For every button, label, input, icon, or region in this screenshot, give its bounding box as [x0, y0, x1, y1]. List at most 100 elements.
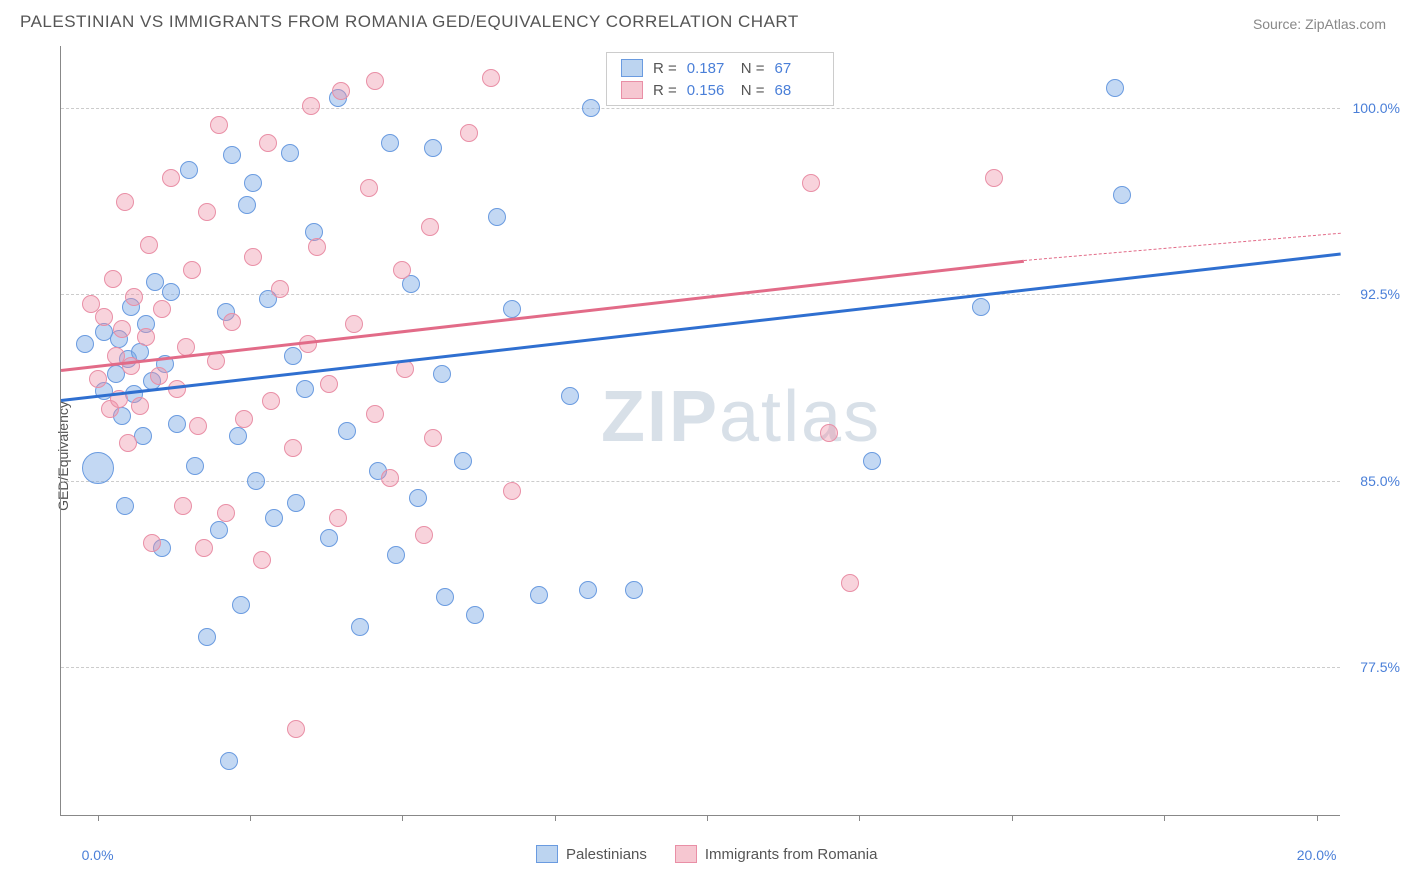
data-point-romania	[262, 392, 280, 410]
data-point-romania	[424, 429, 442, 447]
data-point-palestinians	[1113, 186, 1131, 204]
y-tick-label: 92.5%	[1345, 286, 1400, 302]
y-tick-label: 100.0%	[1345, 100, 1400, 116]
x-tick	[1164, 815, 1165, 821]
data-point-palestinians	[198, 628, 216, 646]
data-point-palestinians	[265, 509, 283, 527]
data-point-romania	[207, 352, 225, 370]
watermark: ZIPatlas	[601, 376, 881, 458]
data-point-romania	[153, 300, 171, 318]
data-point-romania	[150, 367, 168, 385]
data-point-romania	[223, 313, 241, 331]
data-point-palestinians	[625, 581, 643, 599]
legend-item-label: Immigrants from Romania	[705, 846, 878, 863]
data-point-romania	[244, 248, 262, 266]
data-point-palestinians	[296, 380, 314, 398]
data-point-romania	[482, 69, 500, 87]
trendline	[1024, 232, 1341, 260]
data-point-palestinians	[436, 588, 454, 606]
data-point-romania	[140, 236, 158, 254]
data-point-romania	[259, 134, 277, 152]
data-point-palestinians	[338, 422, 356, 440]
data-point-romania	[253, 551, 271, 569]
data-point-palestinians	[284, 347, 302, 365]
data-point-palestinians	[232, 596, 250, 614]
data-point-romania	[287, 720, 305, 738]
data-point-romania	[89, 370, 107, 388]
x-tick	[250, 815, 251, 821]
data-point-romania	[366, 405, 384, 423]
x-tick-label: 0.0%	[82, 847, 114, 863]
data-point-romania	[332, 82, 350, 100]
data-point-palestinians	[433, 365, 451, 383]
data-point-palestinians	[530, 586, 548, 604]
data-point-romania	[841, 574, 859, 592]
data-point-romania	[143, 534, 161, 552]
data-point-palestinians	[972, 298, 990, 316]
plot-area: 77.5%85.0%92.5%100.0%0.0%20.0%ZIPatlasR …	[60, 46, 1340, 816]
legend-swatch	[621, 81, 643, 99]
data-point-palestinians	[244, 174, 262, 192]
data-point-palestinians	[488, 208, 506, 226]
data-point-romania	[802, 174, 820, 192]
data-point-palestinians	[402, 275, 420, 293]
data-point-palestinians	[503, 300, 521, 318]
data-point-palestinians	[116, 497, 134, 515]
legend-r-value: 0.156	[687, 82, 731, 99]
data-point-palestinians	[223, 146, 241, 164]
data-point-romania	[393, 261, 411, 279]
x-tick	[1317, 815, 1318, 821]
data-point-palestinians	[466, 606, 484, 624]
legend-r-label: R =	[653, 60, 677, 77]
legend-r-label: R =	[653, 82, 677, 99]
data-point-romania	[366, 72, 384, 90]
chart-container: GED/Equivalency 77.5%85.0%92.5%100.0%0.0…	[20, 36, 1386, 876]
data-point-palestinians	[424, 139, 442, 157]
chart-title: PALESTINIAN VS IMMIGRANTS FROM ROMANIA G…	[20, 12, 799, 32]
x-tick	[98, 815, 99, 821]
legend-n-label: N =	[741, 82, 765, 99]
chart-source: Source: ZipAtlas.com	[1253, 16, 1386, 32]
data-point-palestinians	[579, 581, 597, 599]
gridline-h	[61, 667, 1340, 668]
legend-series: Palestinians Immigrants from Romania	[536, 845, 877, 863]
data-point-romania	[820, 424, 838, 442]
data-point-romania	[177, 338, 195, 356]
legend-item-palestinians: Palestinians	[536, 845, 647, 863]
x-tick-label: 20.0%	[1297, 847, 1337, 863]
data-point-palestinians	[381, 134, 399, 152]
data-point-palestinians	[220, 752, 238, 770]
data-point-romania	[302, 97, 320, 115]
data-point-palestinians	[76, 335, 94, 353]
data-point-palestinians	[82, 452, 114, 484]
legend-stats: R =0.187N =67R =0.156N =68	[606, 52, 834, 106]
data-point-romania	[985, 169, 1003, 187]
data-point-romania	[217, 504, 235, 522]
legend-swatch	[536, 845, 558, 863]
data-point-palestinians	[287, 494, 305, 512]
legend-swatch	[621, 59, 643, 77]
data-point-romania	[95, 308, 113, 326]
data-point-palestinians	[210, 521, 228, 539]
data-point-palestinians	[229, 427, 247, 445]
data-point-palestinians	[863, 452, 881, 470]
data-point-palestinians	[582, 99, 600, 117]
legend-r-value: 0.187	[687, 60, 731, 77]
gridline-h	[61, 294, 1340, 295]
data-point-palestinians	[1106, 79, 1124, 97]
data-point-romania	[271, 280, 289, 298]
y-tick-label: 77.5%	[1345, 659, 1400, 675]
data-point-romania	[308, 238, 326, 256]
data-point-palestinians	[351, 618, 369, 636]
trendline	[61, 260, 1024, 372]
data-point-romania	[360, 179, 378, 197]
data-point-romania	[421, 218, 439, 236]
data-point-romania	[137, 328, 155, 346]
data-point-romania	[104, 270, 122, 288]
data-point-romania	[162, 169, 180, 187]
data-point-palestinians	[320, 529, 338, 547]
data-point-palestinians	[168, 415, 186, 433]
data-point-romania	[329, 509, 347, 527]
data-point-palestinians	[454, 452, 472, 470]
data-point-palestinians	[561, 387, 579, 405]
